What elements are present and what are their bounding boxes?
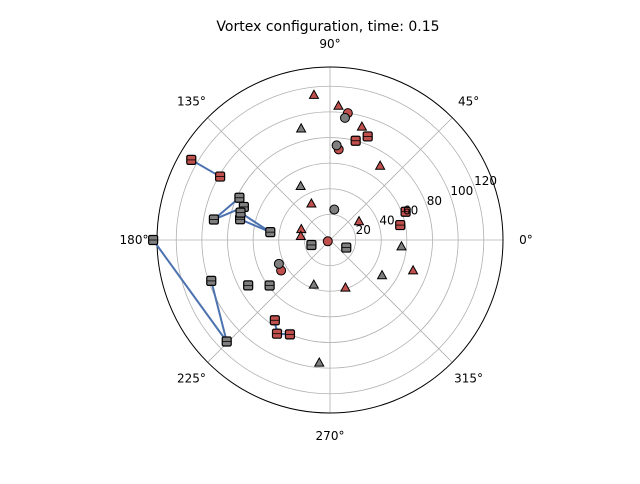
triangle-marker — [353, 215, 365, 226]
theta-tick-label: 135° — [177, 94, 206, 108]
theta-tick-label: 315° — [454, 372, 483, 386]
square-marker — [341, 242, 352, 253]
points-layer — [148, 89, 419, 367]
square-marker — [400, 206, 411, 217]
vortex-link — [152, 239, 228, 343]
triangle-marker — [306, 197, 317, 208]
theta-gridline-1 — [329, 117, 453, 241]
circle-marker — [273, 258, 284, 269]
square-marker — [350, 135, 361, 146]
square-marker — [243, 280, 254, 291]
vortex-link — [210, 280, 228, 342]
r-tick-label: 20 — [356, 223, 371, 237]
triangle-marker — [333, 100, 344, 110]
triangle-marker — [295, 180, 306, 191]
triangle-marker — [374, 160, 386, 170]
circle-marker — [331, 140, 342, 151]
theta-gridline-7 — [329, 239, 453, 363]
triangle-marker — [396, 240, 407, 251]
theta-gridline-3 — [207, 117, 331, 241]
square-marker — [208, 214, 219, 225]
square-marker — [362, 131, 373, 142]
square-marker — [235, 207, 246, 218]
circle-marker — [339, 112, 350, 123]
square-marker — [206, 275, 217, 286]
triangle-marker — [308, 279, 320, 289]
theta-tick-label: 0° — [519, 233, 533, 247]
triangle-marker — [313, 357, 325, 367]
theta-tick-label: 225° — [177, 372, 206, 386]
r-tick-label: 40 — [379, 213, 394, 227]
r-tick-label: 100 — [450, 184, 473, 198]
theta-tick-label: 90° — [319, 37, 340, 51]
theta-tick-label: 45° — [458, 94, 479, 108]
circle-marker — [329, 204, 340, 215]
theta-tick-label: 270° — [316, 429, 345, 443]
chart-title: Vortex configuration, time: 0.15 — [216, 19, 439, 35]
square-marker — [395, 219, 406, 231]
square-marker — [148, 234, 159, 246]
circle-marker — [322, 236, 333, 247]
square-marker — [221, 336, 232, 347]
square-marker — [234, 192, 245, 203]
square-marker — [271, 328, 283, 339]
triangle-marker — [356, 120, 368, 131]
square-marker — [265, 227, 276, 238]
r-tick-label: 120 — [474, 174, 497, 188]
theta-tick-label: 180° — [120, 233, 149, 247]
triangle-marker — [340, 282, 351, 292]
square-marker — [306, 239, 317, 251]
square-marker — [284, 329, 296, 340]
r-tick-label: 80 — [427, 194, 442, 208]
triangle-marker — [295, 230, 307, 240]
triangle-marker — [407, 264, 419, 275]
triangle-marker — [295, 122, 307, 133]
tick-labels-layer: 0° 45° 90° 135° 180° 225° 270° 315° 20 40 60 80 1001… — [120, 37, 533, 443]
square-marker — [264, 280, 275, 291]
triangle-marker — [308, 89, 320, 99]
square-marker — [269, 315, 280, 326]
triangle-marker — [376, 269, 388, 280]
square-marker — [215, 171, 226, 182]
r-tick-label: 60 — [403, 204, 418, 218]
square-marker — [186, 154, 197, 166]
